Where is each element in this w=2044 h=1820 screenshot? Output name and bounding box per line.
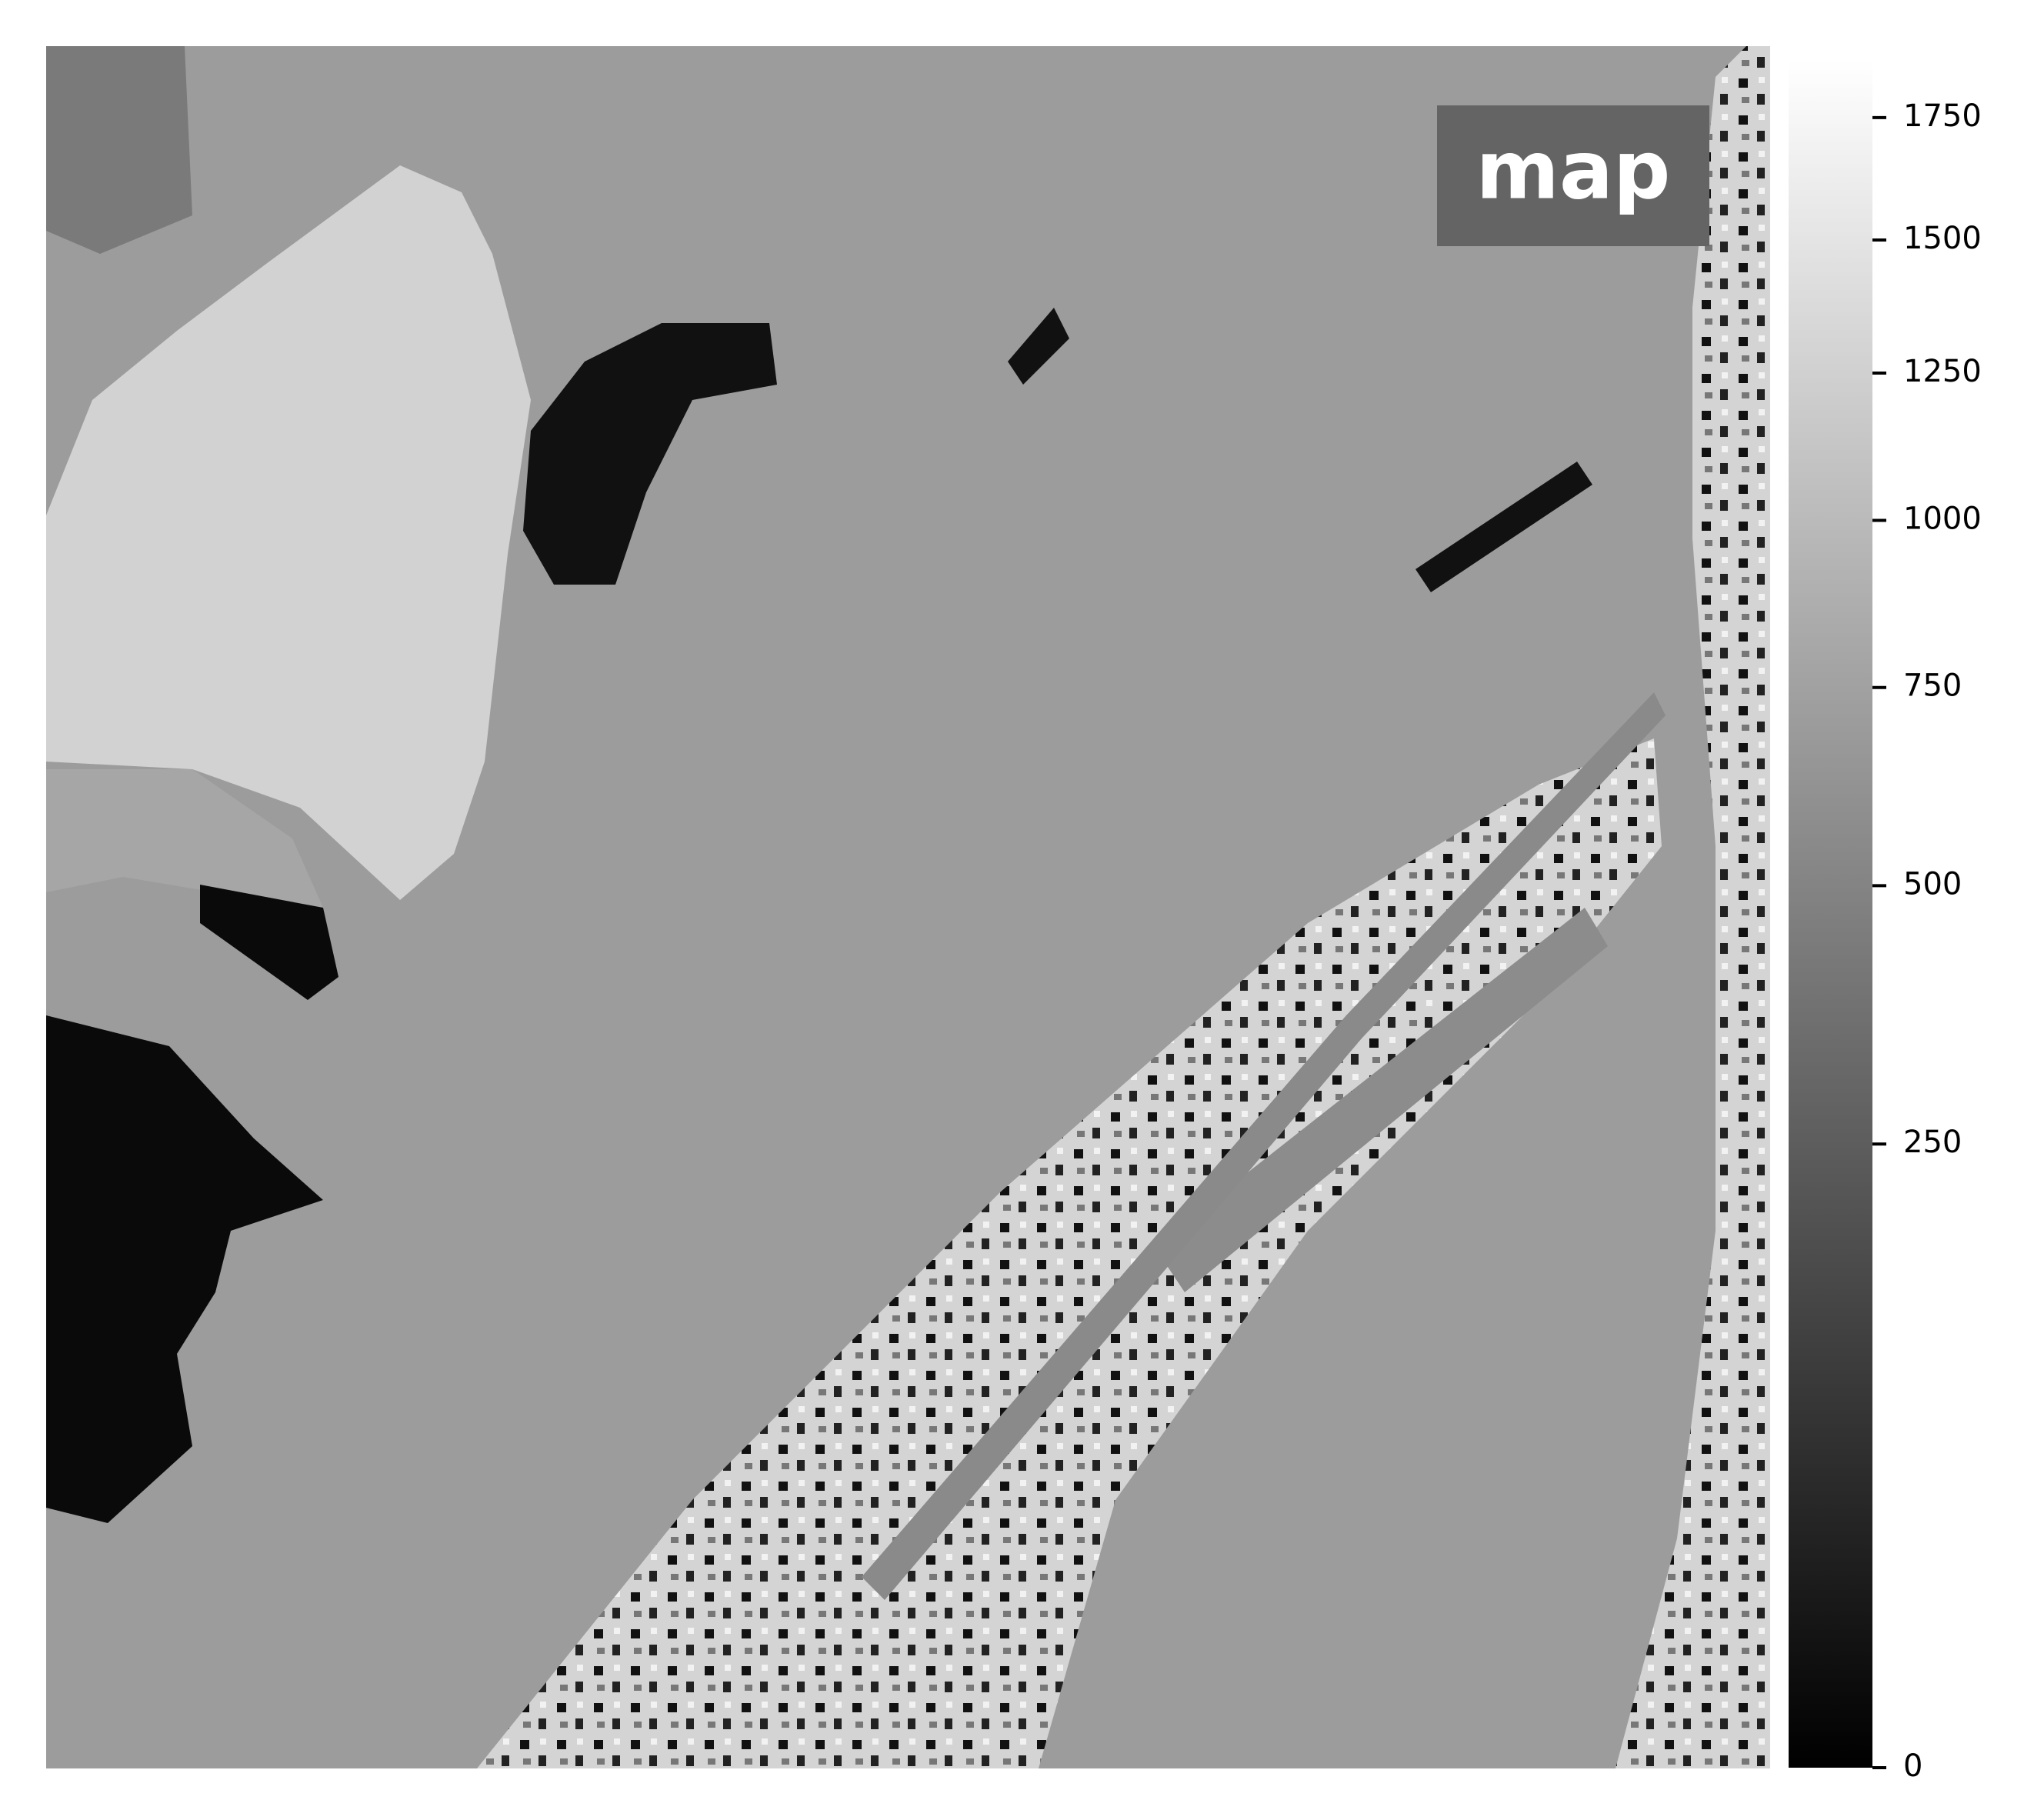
colorbar-tick-label: 750	[1903, 668, 1962, 704]
colorbar-tick-label: 500	[1903, 866, 1962, 902]
label-box	[1437, 105, 1709, 246]
colorbar-tick-label: 1250	[1903, 354, 1982, 389]
map-label: map	[1476, 123, 1671, 217]
colorbar-tick-label: 1000	[1903, 501, 1982, 536]
colorbar-tick-label: 1750	[1903, 98, 1982, 134]
colorbar	[1789, 59, 1872, 1768]
colorbar-tick-label: 1500	[1903, 221, 1982, 256]
colorbar-tick-label: 0	[1903, 1748, 1922, 1784]
image	[46, 46, 1770, 1768]
colorbar-tick-label: 250	[1903, 1125, 1962, 1160]
